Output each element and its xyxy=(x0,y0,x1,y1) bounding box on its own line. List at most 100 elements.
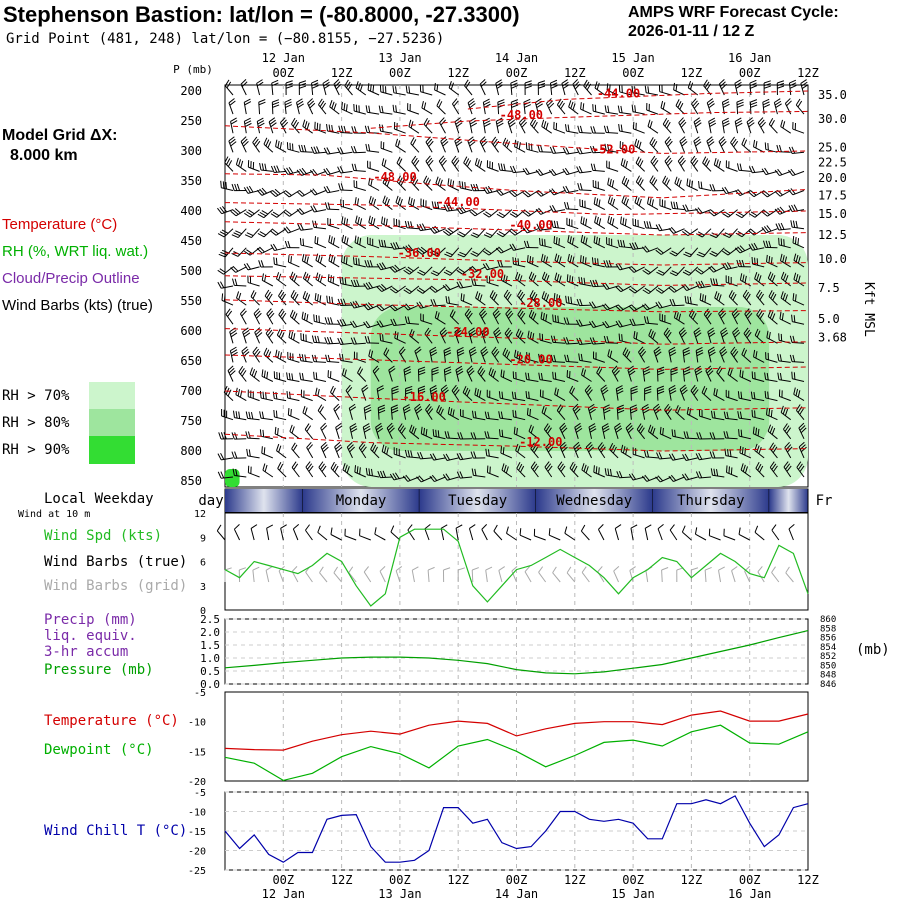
barb-staff xyxy=(699,457,712,461)
surface-wind-barb xyxy=(681,525,692,541)
barb-flag xyxy=(282,121,289,128)
barb-staff xyxy=(408,126,420,134)
barb-staff xyxy=(268,121,274,134)
wind-barb xyxy=(341,216,353,230)
barb-flag xyxy=(329,100,333,107)
wind-barb xyxy=(710,468,725,478)
barb-staff xyxy=(250,296,260,306)
barb-staff xyxy=(247,417,260,421)
barb-flag xyxy=(368,468,371,476)
wind-barb xyxy=(402,404,411,420)
barb-flag xyxy=(531,291,536,299)
barb-flag xyxy=(651,157,657,165)
barb-flag xyxy=(337,337,342,345)
wind-barb xyxy=(620,216,632,230)
barb-flag xyxy=(459,471,464,479)
barb-flag xyxy=(709,252,717,257)
barb-flag xyxy=(560,465,566,472)
barb-staff xyxy=(317,410,327,421)
wind-barb xyxy=(436,405,446,421)
wind-barb xyxy=(767,424,778,440)
barb-flag xyxy=(236,291,240,299)
barb-staff xyxy=(393,247,406,250)
barb-staff xyxy=(765,358,778,363)
barb-staff xyxy=(791,361,805,363)
barb-flag xyxy=(436,99,441,106)
wind-barb xyxy=(590,163,605,172)
surface-wind-barb-grid xyxy=(566,566,576,583)
barb-flag xyxy=(548,189,555,196)
top-tick-label: 00Z xyxy=(622,66,644,80)
barb-flag xyxy=(346,81,351,89)
barb-flag xyxy=(363,404,371,409)
barb-staff xyxy=(355,222,367,230)
barb-flag xyxy=(256,81,264,87)
surface-wind-barb-grid xyxy=(538,566,547,583)
barb-flag xyxy=(438,406,442,414)
barb-flag xyxy=(335,444,342,450)
wind-barb xyxy=(528,271,539,287)
barb-flag xyxy=(710,278,713,286)
contour-label: -28.00 xyxy=(519,296,562,310)
barb-flag xyxy=(469,524,476,529)
barb-staff xyxy=(716,371,725,382)
panel-label-precip: Precip (mm) xyxy=(44,612,137,628)
barb-flag xyxy=(477,292,481,300)
barb-flag xyxy=(670,474,677,481)
barb-flag xyxy=(800,446,807,453)
barb-flag xyxy=(558,238,560,246)
surface-wind-barb xyxy=(754,525,765,541)
barb-flag xyxy=(482,329,489,335)
barb-staff xyxy=(303,278,313,287)
barb-flag xyxy=(259,211,267,217)
wind-barb xyxy=(254,327,263,344)
top-date-label: 12 Jan xyxy=(262,51,305,65)
wind-barb xyxy=(466,365,475,382)
barb-flag xyxy=(454,327,461,333)
barb-staff xyxy=(379,571,386,583)
top-tick-label: 00Z xyxy=(739,66,761,80)
barb-flag xyxy=(447,431,450,439)
barb-staff xyxy=(780,297,792,306)
barb-flag xyxy=(801,81,808,87)
wind-barb xyxy=(286,391,300,402)
barb-flag xyxy=(270,122,277,128)
barb-flag xyxy=(588,321,594,328)
barb-flag xyxy=(789,354,793,362)
barb-flag xyxy=(664,119,669,127)
barb-flag xyxy=(550,335,554,343)
wind-barb xyxy=(695,471,712,479)
barb-flag xyxy=(603,125,607,133)
barb-flag xyxy=(451,155,457,162)
barb-flag xyxy=(230,120,238,125)
barb-flag xyxy=(695,141,702,147)
barb-flag xyxy=(551,188,557,195)
barb-flag xyxy=(269,312,275,319)
barb-flag xyxy=(456,370,464,376)
barb-flag xyxy=(576,298,581,306)
barb-staff xyxy=(636,429,646,440)
barb-flag xyxy=(404,368,411,373)
barb-flag xyxy=(770,119,775,127)
barb-flag xyxy=(412,157,418,165)
cross-section-ylabel: P (mb) xyxy=(173,63,213,76)
barb-staff xyxy=(407,247,420,253)
barb-flag xyxy=(597,368,603,375)
wind-barb xyxy=(668,453,685,461)
barb-flag xyxy=(265,327,271,334)
wind-barb xyxy=(634,138,645,153)
barb-flag xyxy=(708,103,715,109)
barb-flag xyxy=(485,232,493,237)
barb-flag xyxy=(517,308,522,316)
barb-staff xyxy=(334,446,340,459)
barb-flag xyxy=(476,389,479,397)
barb-staff xyxy=(650,161,659,172)
barb-flag xyxy=(670,201,674,209)
barb-flag xyxy=(654,348,661,354)
barb-flag xyxy=(364,406,372,411)
barb-staff xyxy=(780,126,791,134)
barb-flag xyxy=(524,210,531,216)
barb-flag xyxy=(793,272,797,280)
wind-barb xyxy=(353,180,366,191)
barb-flag xyxy=(418,366,426,370)
